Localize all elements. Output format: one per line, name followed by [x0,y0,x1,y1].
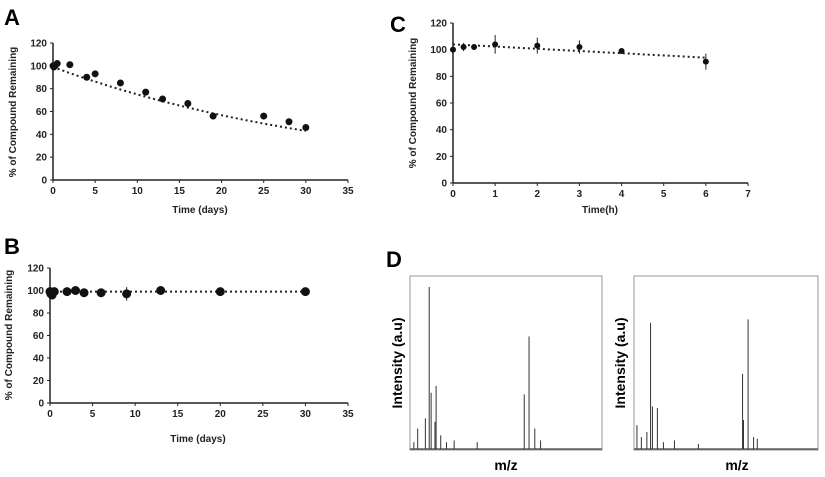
chart-b-y-tick-label: 100 [27,286,44,297]
chart-d2-xlabel: m/z [725,457,748,473]
chart-a-y-tick-label: 60 [36,107,48,118]
chart-a-data-point [116,79,124,87]
chart-c-data-point [450,46,456,53]
chart-a-x-tick-label: 25 [258,186,270,197]
chart-c-x-tick-label: 5 [661,189,667,200]
chart-c-x-tick-label: 2 [535,189,541,200]
chart-c-y-tick-label: 100 [430,45,447,56]
chart-a-x-tick-label: 35 [342,186,354,197]
chart-b-data-point [96,288,106,298]
chart-a-ylabel: % of Compound Remaining [8,47,19,178]
chart-a-trendline [52,66,307,132]
chart-a-x-tick-label: 0 [50,186,56,197]
chart-c-data-point [576,44,583,50]
chart-a-data-point [83,73,91,81]
chart-c-y-tick-label: 0 [441,179,447,190]
chart-c-data-point [618,48,625,54]
panel-label-d: D [386,247,402,272]
chart-d1-xlabel: m/z [494,457,517,473]
chart-b-x-tick-label: 30 [300,409,312,420]
chart-d2-ylabel: Intensity (a.u) [612,317,628,408]
chart-a-data-point [91,70,99,78]
chart-c-y-tick-label: 80 [436,72,448,83]
chart-a-data-point [285,118,293,126]
spectrum-1-frame [409,275,603,451]
chart-c-y-tick-label: 120 [430,19,447,30]
chart-b-data-point [71,286,81,295]
chart-c-data-point [460,44,467,50]
chart-b-data-point [300,287,310,297]
chart-a-x-tick-label: 20 [216,186,228,197]
chart-a-y-tick-label: 20 [36,153,48,164]
chart-c-ylabel: % of Compound Remaining [408,38,419,169]
chart-b-x-tick-label: 20 [215,409,227,420]
chart-a-x-tick-label: 30 [300,186,312,197]
chart-b-x-tick-label: 35 [342,409,354,420]
chart-b-x-tick-label: 25 [257,409,269,420]
chart-a-x-tick-label: 10 [132,186,144,197]
chart-b-y-tick-label: 60 [33,331,45,342]
chart-c-data-point [534,42,541,49]
chart-c-data-point [471,44,478,50]
chart-c-x-tick-label: 0 [450,189,456,200]
chart-a-xlabel: Time (days) [172,205,227,216]
panel-label-a: A [4,5,20,30]
spectrum-2-frame [633,275,819,451]
chart-c-y-tick-label: 40 [436,125,448,136]
chart-b-data-point [62,287,72,297]
panel-label-c: C [390,12,406,37]
chart-b-data-point [49,287,59,297]
chart-a-data-point [260,112,268,120]
chart-a-y-tick-label: 120 [30,39,47,50]
chart-c-x-tick-label: 1 [492,189,498,200]
chart-c-xlabel: Time(h) [582,205,618,216]
chart-b-x-tick-label: 0 [47,409,53,420]
chart-b-x-tick-label: 10 [130,409,142,420]
chart-a-y-tick-label: 40 [36,130,48,141]
chart-a-data-point [302,123,310,131]
chart-b-ylabel: % of Compound Remaining [4,270,15,401]
chart-a-data-point [142,88,150,96]
chart-b-xlabel: Time (days) [170,434,225,445]
chart-a-data-point [53,60,61,68]
chart-a-y-tick-label: 100 [30,61,47,72]
chart-b-data-point [215,287,225,297]
chart-a-data-point [66,61,74,69]
chart-d1-ylabel: Intensity (a.u) [389,317,405,408]
chart-a-data-point [209,112,217,120]
chart-c-y-tick-label: 20 [436,152,448,163]
chart-c-data-point [702,58,709,65]
chart-a-y-tick-label: 0 [41,176,47,187]
chart-a-data-point [184,100,192,108]
chart-b-data-point [79,288,89,298]
panel-label-b: B [4,234,20,259]
chart-a-data-point [159,95,167,103]
chart-c-x-tick-label: 7 [745,189,751,200]
chart-b-y-tick-label: 120 [27,264,44,275]
chart-a-x-tick-label: 15 [174,186,186,197]
chart-b-y-tick-label: 40 [33,354,45,365]
chart-b-data-point [156,286,166,295]
chart-a-x-tick-label: 5 [92,186,98,197]
chart-c-data-point [492,41,499,48]
chart-b-y-tick-label: 20 [33,376,45,387]
chart-b-y-tick-label: 0 [38,399,44,410]
chart-b-x-tick-label: 15 [172,409,184,420]
chart-b-y-tick-label: 80 [33,309,45,320]
chart-c-x-tick-label: 4 [619,189,625,200]
chart-b-data-point [122,289,132,299]
chart-a-y-tick-label: 80 [36,84,48,95]
chart-c-x-tick-label: 6 [703,189,709,200]
chart-b-x-tick-label: 5 [90,409,96,420]
chart-c-x-tick-label: 3 [577,189,583,200]
chart-c-y-tick-label: 60 [436,99,448,110]
